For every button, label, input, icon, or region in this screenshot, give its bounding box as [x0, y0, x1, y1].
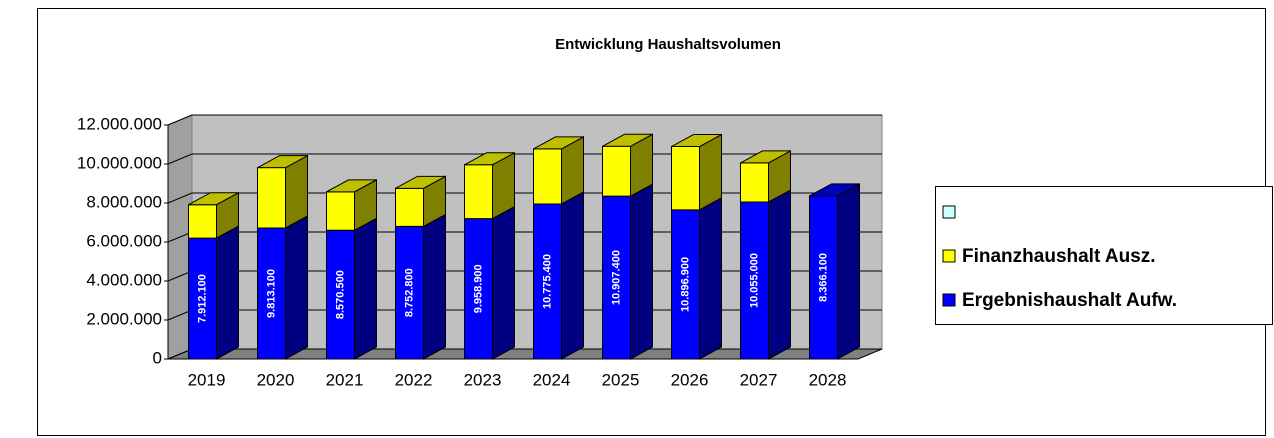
bar-segment — [188, 191, 239, 239]
bar-face — [285, 154, 308, 229]
x-tick-label: 2021 — [326, 370, 364, 389]
bar-face — [464, 152, 515, 166]
bar-face — [188, 192, 239, 206]
y-tick-label: 12.000.000 — [77, 114, 162, 133]
data-label: 8.570.500 — [334, 270, 346, 319]
bar-face — [395, 175, 446, 189]
bar-face — [533, 148, 562, 205]
bar-segment — [602, 133, 653, 198]
data-label: 10.055.000 — [748, 253, 760, 308]
bar-segment — [464, 151, 515, 220]
x-tick-label: 2022 — [395, 370, 433, 389]
bar-face — [395, 187, 424, 227]
bar-face — [257, 155, 308, 169]
x-tick-label: 2028 — [809, 370, 847, 389]
bar-face — [602, 133, 653, 147]
legend-swatch — [942, 293, 956, 307]
bar-segment — [395, 175, 446, 228]
bar-face — [464, 164, 493, 220]
bar-segment — [740, 189, 791, 360]
bar-segment — [671, 133, 722, 211]
bar-face — [630, 183, 653, 360]
bar-face — [768, 189, 791, 360]
bar-face — [285, 215, 308, 360]
y-tick-label: 0 — [153, 348, 162, 367]
legend — [935, 186, 1273, 325]
bar-face — [602, 145, 631, 197]
bar-face — [699, 196, 722, 360]
grid-line — [167, 114, 882, 126]
bar-face — [671, 134, 722, 148]
legend-label: Ergebnishaushalt Aufw. — [962, 290, 1177, 311]
bar-face — [699, 133, 722, 211]
bar-segment — [809, 183, 860, 360]
bar-face — [837, 183, 860, 360]
data-label: 10.775.400 — [541, 254, 553, 309]
bar-face — [257, 167, 286, 229]
bar-face — [740, 150, 791, 164]
x-tick-label: 2026 — [671, 370, 709, 389]
data-label: 8.366.100 — [817, 253, 829, 302]
data-label: 8.752.800 — [403, 268, 415, 317]
legend-swatch — [942, 205, 956, 219]
legend-label: Finanzhaushalt Ausz. — [962, 246, 1156, 267]
data-label: 9.813.100 — [265, 269, 277, 318]
bar-face — [216, 225, 239, 360]
data-label: 9.958.900 — [472, 264, 484, 313]
bar-face — [423, 213, 446, 360]
x-tick-label: 2023 — [464, 370, 502, 389]
bar-face — [809, 183, 860, 197]
bar-segment — [326, 179, 377, 232]
bar-face — [671, 146, 700, 211]
bar-face — [561, 191, 584, 360]
y-tick-label: 10.000.000 — [77, 153, 162, 172]
data-label: 7.912.100 — [196, 274, 208, 323]
y-tick-label: 4.000.000 — [86, 270, 162, 289]
data-label: 10.896.900 — [679, 257, 691, 312]
bar-face — [492, 205, 515, 360]
y-tick-label: 2.000.000 — [86, 309, 162, 328]
bar-face — [740, 162, 769, 203]
bar-segment — [533, 136, 584, 205]
data-label: 10.907.400 — [610, 250, 622, 305]
bar-face — [533, 136, 584, 150]
bar-face — [188, 204, 217, 239]
x-tick-label: 2027 — [740, 370, 778, 389]
x-tick-label: 2024 — [533, 370, 571, 389]
bar-segment — [533, 191, 584, 360]
bar-face — [326, 179, 377, 193]
bar-face — [326, 191, 355, 231]
chart-title: Entwicklung Haushaltsvolumen — [555, 36, 781, 53]
x-tick-label: 2025 — [602, 370, 640, 389]
bar-segment — [671, 196, 722, 360]
bar-face — [354, 217, 377, 360]
y-tick-label: 6.000.000 — [86, 231, 162, 250]
x-tick-label: 2020 — [257, 370, 295, 389]
x-tick-label: 2019 — [188, 370, 226, 389]
bar-segment — [740, 150, 791, 203]
bar-segment — [257, 154, 308, 229]
legend-swatch — [942, 249, 956, 263]
y-tick-label: 8.000.000 — [86, 192, 162, 211]
